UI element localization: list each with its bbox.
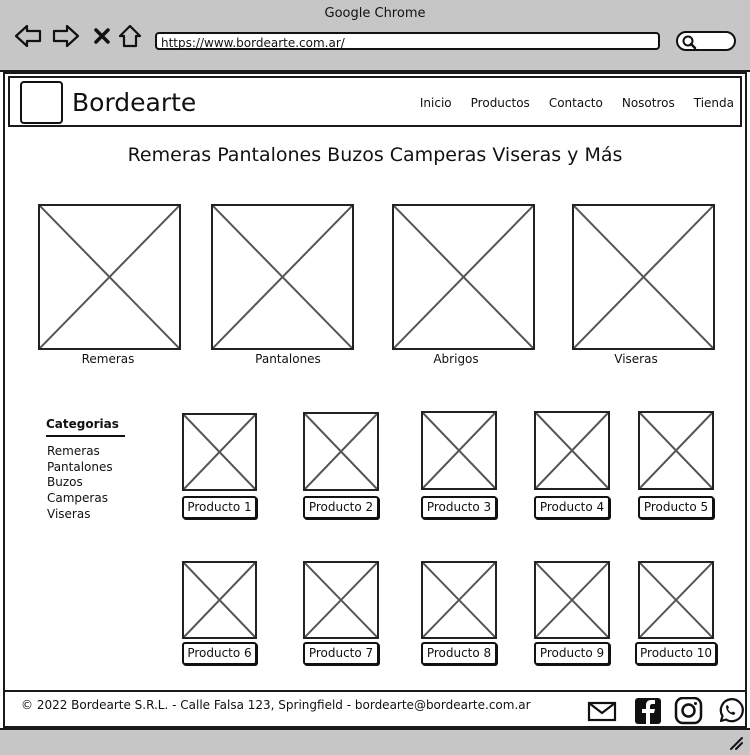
sidebar-list: Remeras Pantalones Buzos Camperas Visera… [47,444,113,523]
nav-tienda[interactable]: Tienda [693,96,734,110]
forward-arrow-icon[interactable] [52,22,80,50]
browser-search-field[interactable] [676,31,736,51]
product-button-2[interactable]: Producto 2 [303,496,379,519]
sidebar-item-remeras[interactable]: Remeras [47,444,100,458]
category-label-remeras[interactable]: Remeras [81,352,135,366]
sidebar-item-camperas[interactable]: Camperas [47,491,108,506]
instagram-icon[interactable] [673,697,703,725]
main-nav: Inicio Productos Contacto Nosotros Tiend… [420,96,734,110]
product-button-3[interactable]: Producto 3 [421,496,497,519]
back-arrow-icon[interactable] [14,22,42,50]
sidebar-item-pantalones[interactable]: Pantalones [47,459,113,474]
logo-placeholder [20,81,63,124]
product-image-4[interactable] [534,411,610,490]
nav-inicio[interactable]: Inicio [419,96,452,110]
product-button-5[interactable]: Producto 5 [638,496,714,519]
sidebar-item-buzos[interactable]: Buzos [47,475,83,490]
sidebar-divider [46,435,125,437]
sidebar-title: Categorias [46,417,119,431]
site-footer: © 2022 Bordearte S.R.L. - Calle Falsa 12… [3,690,747,728]
product-image-5[interactable] [638,411,714,490]
address-bar[interactable]: https://www.bordearte.com.ar/ [155,32,660,50]
nav-contacto[interactable]: Contacto [548,96,603,110]
search-icon [682,35,697,50]
nav-productos[interactable]: Productos [470,96,530,110]
product-button-7[interactable]: Producto 7 [303,642,379,665]
category-label-pantalones[interactable]: Pantalones [255,352,321,366]
page-content: Bordearte Inicio Productos Contacto Noso… [3,72,747,728]
product-button-9[interactable]: Producto 9 [534,642,610,665]
product-image-9[interactable] [534,561,610,639]
product-image-8[interactable] [421,561,497,639]
product-button-8[interactable]: Producto 8 [421,642,497,665]
category-image-viseras[interactable] [572,204,715,350]
close-icon[interactable] [88,22,116,50]
window-title: Google Chrome [324,6,426,21]
product-button-1[interactable]: Producto 1 [182,496,257,519]
category-image-abrigos[interactable] [392,204,535,350]
sidebar-item-viseras[interactable]: Viseras [47,506,91,521]
whatsapp-icon[interactable] [715,697,745,725]
home-icon[interactable] [116,22,144,50]
category-label-abrigos[interactable]: Abrigos [433,352,479,366]
resize-grip-icon[interactable] [728,735,744,751]
product-button-10[interactable]: Producto 10 [635,642,717,665]
nav-nosotros[interactable]: Nosotros [621,96,675,110]
site-header: Bordearte Inicio Productos Contacto Noso… [8,76,742,127]
footer-text: © 2022 Bordearte S.R.L. - Calle Falsa 12… [21,698,531,712]
product-image-10[interactable] [638,561,714,639]
category-image-pantalones[interactable] [211,204,354,350]
product-button-4[interactable]: Producto 4 [534,496,610,519]
product-image-7[interactable] [303,561,379,639]
page-headline: Remeras Pantalones Buzos Camperas Visera… [127,144,623,166]
product-button-6[interactable]: Producto 6 [182,642,257,665]
product-image-6[interactable] [182,561,257,639]
browser-status-bar [0,728,750,755]
brand-name: Bordearte [72,88,197,117]
category-image-remeras[interactable] [38,204,181,350]
product-image-2[interactable] [303,412,379,491]
product-image-1[interactable] [182,413,257,491]
product-image-3[interactable] [421,411,497,490]
category-label-viseras[interactable]: Viseras [614,352,658,366]
browser-chrome: Google Chrome https://www.bordearte.com.… [0,0,750,72]
mail-icon[interactable] [587,697,617,725]
facebook-icon[interactable] [633,697,663,725]
